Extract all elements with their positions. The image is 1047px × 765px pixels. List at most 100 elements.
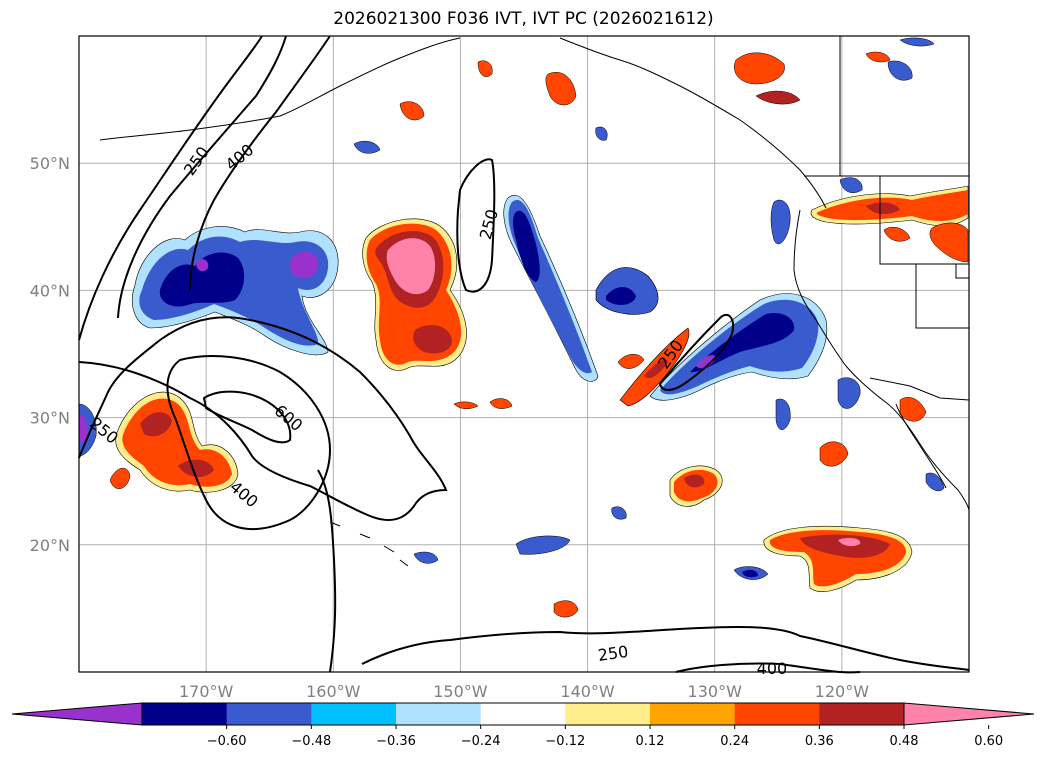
- pos-blob-mid-w2: [489, 398, 513, 409]
- pos-blob-pnw2: [883, 227, 911, 242]
- colorbar-tick-label: 0.48: [890, 734, 919, 749]
- colorbar-tick-label: −0.24: [461, 734, 501, 749]
- neg-blob-n-misc: [353, 140, 381, 154]
- neg-blob-west-core2: [289, 251, 318, 279]
- pos-blob-sw-small: [109, 468, 131, 489]
- colorbar-bin: [734, 703, 820, 725]
- neg-blob-pnw: [839, 177, 863, 193]
- colorbar-bin: [650, 703, 736, 725]
- us-west-coast: [793, 209, 970, 511]
- lat-tick-label: 20°N: [30, 536, 70, 555]
- lon-tick-label: 120°W: [815, 682, 870, 701]
- neg-blob-ak2: [887, 60, 913, 81]
- pos-blob-south3: [553, 600, 579, 618]
- pos-streak-east-dark: [644, 359, 668, 379]
- lon-tick-label: 170°W: [179, 682, 234, 701]
- pos-blob-north2: [399, 101, 425, 121]
- pos-blob-se-pink: [838, 537, 861, 547]
- lat-tick-label: 50°N: [30, 154, 70, 173]
- colorbar-tick-label: −0.60: [207, 734, 247, 749]
- ivt-pc-shading: [78, 37, 969, 618]
- colorbar-outline: [141, 702, 905, 726]
- contour-label: 400: [757, 659, 788, 678]
- pos-blob-east-coast: [899, 397, 927, 422]
- neg-blob-misc-w: [775, 398, 791, 430]
- colorbar: −0.60 −0.48 −0.36 −0.24 −0.12 0.12 0.24 0.36 0.4…: [11, 702, 1035, 749]
- lon-tick-label: 160°W: [306, 682, 361, 701]
- colorbar-tick-label: −0.36: [376, 734, 416, 749]
- pos-blob-alaska: [734, 52, 785, 85]
- map-border: [78, 35, 970, 673]
- coastlines: [99, 36, 970, 567]
- colorbar-tick-label: −0.48: [291, 734, 331, 749]
- colorbar-bin: [565, 703, 651, 725]
- contour-400-sw: [166, 355, 332, 531]
- neg-blob-ca: [837, 377, 861, 409]
- neg-streak-central-core: [513, 210, 540, 282]
- us-state-borders: [839, 36, 969, 329]
- pos-blob-se-dark: [800, 534, 890, 558]
- pos-blob-nw-coast-dark: [866, 202, 900, 215]
- colorbar-bin: [480, 703, 566, 725]
- colorbar-extend-high: [903, 702, 1035, 726]
- pos-blob-ak-top2: [899, 37, 935, 47]
- pos-blob-north: [477, 60, 493, 77]
- chart-title: 2026021300 F036 IVT, IVT PC (2026021612): [333, 9, 714, 29]
- colorbar-tick-label: −0.12: [545, 734, 585, 749]
- colorbar-bin: [819, 703, 905, 725]
- pos-blob-ak-top: [865, 51, 891, 63]
- alaska-south-coast: [559, 37, 827, 209]
- lon-tick-label: 130°W: [688, 682, 743, 701]
- neg-blob-west-core: [159, 252, 245, 307]
- colorbar-bin: [396, 703, 482, 725]
- pos-blob-gulf: [545, 72, 577, 106]
- pos-streak-east2: [617, 354, 645, 369]
- contour-250-central: [456, 158, 496, 293]
- neg-blob-south-misc2: [413, 551, 439, 564]
- ivt-contours: [78, 35, 970, 674]
- colorbar-bin: [142, 703, 228, 725]
- us-mexico-border: [869, 377, 970, 401]
- colorbar-extend-low: [11, 702, 143, 726]
- colorbar-tick-label: 0.36: [805, 734, 834, 749]
- neg-blob-south-misc: [611, 506, 627, 520]
- pos-blob-central-pink: [386, 238, 436, 295]
- contour-250-east: [658, 313, 734, 391]
- contour-label: 250: [597, 642, 630, 665]
- aleutian-coast: [99, 37, 461, 141]
- hawaii-islands: [329, 521, 409, 567]
- pos-blob-mid-w: [453, 401, 479, 409]
- lat-tick-label: 40°N: [30, 281, 70, 300]
- neg-blob-nw-misc: [595, 126, 608, 141]
- colorbar-tick-label: 0.24: [720, 734, 749, 749]
- axis-labels: 50°N 40°N 30°N 20°N 170°W 160°W 150°W 140°W 130°…: [30, 154, 870, 701]
- colorbar-bin: [311, 703, 397, 725]
- neg-blob-south: [515, 535, 571, 555]
- pos-blob-alaska2: [755, 90, 801, 105]
- baja-coast: [895, 403, 947, 489]
- pos-blob-nw-coast2: [929, 222, 969, 263]
- neg-blob-south2-core: [742, 569, 758, 578]
- neg-blob-bc: [770, 199, 791, 245]
- neg-blob-west-core3: [196, 259, 209, 272]
- pos-blob-sw-dark2: [178, 459, 214, 478]
- contour-600-sw: [202, 390, 292, 444]
- pos-blob-mid-south-dark: [684, 474, 705, 488]
- colorbar-tick-label: 0.12: [636, 734, 665, 749]
- contour-400-west: [117, 35, 331, 319]
- colorbar-bin: [226, 703, 312, 725]
- colorbar-tick-label: 0.60: [974, 734, 1003, 749]
- lon-tick-label: 140°W: [560, 682, 615, 701]
- neg-blob-se-coast: [925, 472, 945, 492]
- pos-blob-east-coast2: [819, 441, 849, 467]
- contour-east-trough: [317, 469, 337, 673]
- pos-blob-sw-dark: [140, 412, 172, 437]
- neg-ar-east-purple: [696, 355, 716, 369]
- lon-tick-label: 150°W: [433, 682, 488, 701]
- neg-blob-ne-core: [606, 287, 636, 305]
- contour-250-south: [361, 625, 970, 671]
- contour-250-west: [78, 35, 263, 341]
- pos-blob-central-lower: [413, 325, 452, 354]
- lat-tick-label: 30°N: [30, 409, 70, 428]
